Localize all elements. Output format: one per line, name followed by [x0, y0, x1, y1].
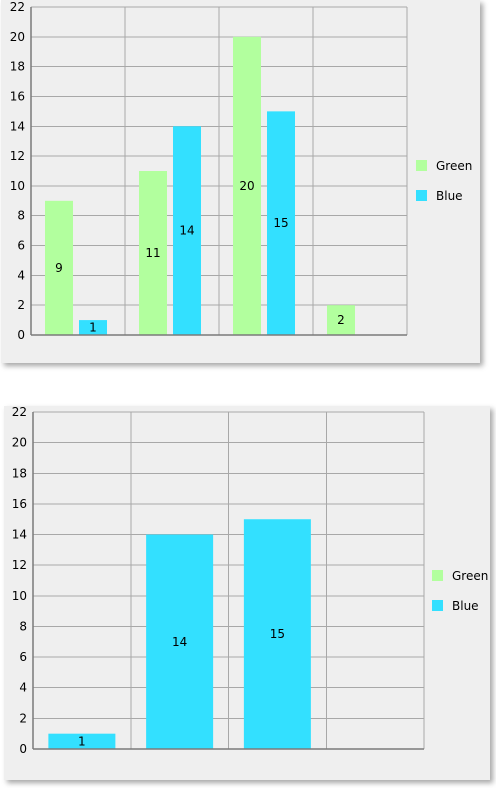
bar-green — [45, 200, 73, 335]
y-tick-label: 18 — [10, 60, 25, 74]
data-label-green: 9 — [55, 261, 63, 275]
y-tick-label: 10 — [10, 179, 25, 193]
bar-blue — [267, 111, 295, 335]
data-label-blue: 14 — [172, 635, 187, 649]
y-tick-label: 8 — [17, 209, 25, 223]
bar-green — [233, 36, 261, 336]
data-label-blue: 1 — [78, 734, 86, 748]
bar-blue — [79, 320, 107, 335]
y-tick-label: 20 — [10, 30, 25, 44]
y-tick-label: 4 — [19, 681, 27, 695]
bar-blue — [48, 733, 116, 749]
y-tick-label: 0 — [19, 742, 27, 756]
bar-chart-bottom: 0 2 4 6 8 10 12 14 16 18 20 22 1 14 15 Green Blue — [12, 405, 489, 756]
bar-blue — [173, 126, 201, 335]
legend-label-green: Green — [452, 569, 488, 583]
bar-blue — [146, 534, 214, 749]
legend-label-blue: Blue — [436, 189, 463, 203]
y-tick-label: 6 — [19, 650, 27, 664]
legend-label-blue: Blue — [452, 599, 479, 613]
y-tick-label: 22 — [12, 405, 27, 419]
chart-panel-bottom: 0 2 4 6 8 10 12 14 16 18 20 22 1 14 15 Green Blue — [4, 405, 490, 780]
legend-swatch-green — [432, 570, 443, 581]
data-label-green: 20 — [239, 179, 254, 193]
data-label-blue: 14 — [179, 224, 194, 238]
y-tick-label: 16 — [10, 89, 25, 103]
y-tick-label: 14 — [12, 528, 27, 542]
y-tick-label: 20 — [12, 436, 27, 450]
y-tick-label: 8 — [19, 619, 27, 633]
data-label-blue: 1 — [89, 321, 97, 335]
y-tick-label: 14 — [10, 119, 25, 133]
y-tick-label: 12 — [12, 558, 27, 572]
y-tick-label: 4 — [17, 268, 25, 282]
y-tick-label: 10 — [12, 589, 27, 603]
bar-green — [327, 305, 355, 335]
data-label-green: 2 — [337, 313, 345, 327]
legend-swatch-blue — [416, 190, 427, 201]
legend-swatch-green — [416, 160, 427, 171]
y-tick-label: 12 — [10, 149, 25, 163]
data-label-green: 11 — [145, 246, 160, 260]
legend-label-green: Green — [436, 159, 472, 173]
y-tick-label: 2 — [17, 298, 25, 312]
bar-green — [139, 171, 167, 335]
data-label-blue: 15 — [273, 216, 288, 230]
y-tick-label: 0 — [17, 328, 25, 342]
y-tick-label: 22 — [10, 0, 25, 14]
data-label-blue: 15 — [270, 627, 285, 641]
y-tick-label: 2 — [19, 711, 27, 725]
y-tick-label: 6 — [17, 239, 25, 253]
y-tick-label: 16 — [12, 497, 27, 511]
chart-panel-top: 0 2 4 6 8 10 12 14 16 18 20 22 9 1 11 14 20 15 2 Green Blue — [1, 0, 480, 363]
legend-swatch-blue — [432, 600, 443, 611]
y-tick-label: 18 — [12, 466, 27, 480]
bar-blue — [243, 519, 311, 749]
